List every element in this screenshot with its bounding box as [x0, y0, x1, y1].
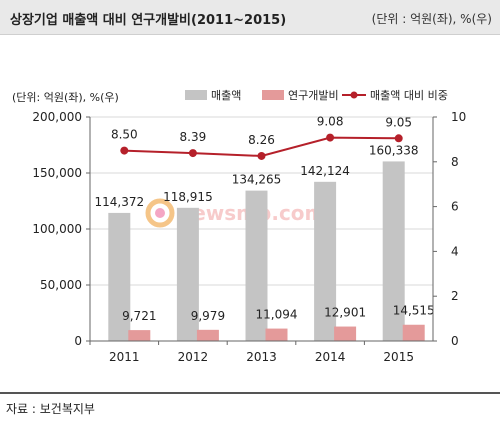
- rd-bar: [402, 324, 425, 341]
- ratio-point-label: 9.05: [385, 115, 412, 129]
- source-divider: [0, 392, 500, 394]
- y-right-tick-label: 8: [451, 155, 459, 169]
- sales-bar-label: 160,338: [369, 143, 419, 157]
- rd-bar-label: 9,721: [122, 309, 156, 323]
- legend-label-ratio: 매출액 대비 비중: [370, 89, 448, 102]
- watermark: newsmp.com: [145, 198, 325, 228]
- sales-bar-label: 134,265: [232, 173, 282, 187]
- ratio-point: [120, 146, 129, 155]
- x-tick-label: 2015: [383, 350, 414, 364]
- ratio-point: [326, 133, 335, 142]
- axes: 0 50,000 100,000 150,000 200,000 0 2 4 6 8 10 2011 2…: [32, 110, 466, 364]
- y-right-tick-label: 6: [451, 200, 459, 214]
- x-tick-label: 2014: [315, 350, 346, 364]
- sales-bar: [176, 207, 199, 341]
- chart-area: (단위: 억원(좌), %(우) newsmp.com 114,372 118,9…: [12, 89, 466, 364]
- source-note: 자료 : 보건복지부: [6, 402, 95, 416]
- sales-bar: [382, 161, 405, 341]
- y-right-tick-label: 4: [451, 244, 459, 258]
- sales-bar-label: 142,124: [300, 164, 350, 178]
- y-right-tick-label: 10: [451, 110, 466, 124]
- ratio-point-label: 8.39: [180, 130, 207, 144]
- bars: [108, 161, 425, 341]
- axis-unit-label: (단위: 억원(좌), %(우): [12, 91, 119, 104]
- y-left-tick-label: 100,000: [32, 222, 82, 236]
- sales-bar: [245, 190, 268, 341]
- x-tick-label: 2013: [246, 350, 277, 364]
- y-right-tick-label: 2: [451, 289, 459, 303]
- legend-label-sales: 매출액: [211, 89, 241, 102]
- y-left-tick-label: 200,000: [32, 110, 82, 124]
- y-left-tick-label: 150,000: [32, 166, 82, 180]
- chart-unit-note: (단위 : 억원(좌), %(우): [371, 12, 492, 26]
- rd-bar: [334, 326, 357, 341]
- bar-labels: 114,372 118,915 134,265 142,124 160,338 9,721…: [94, 143, 434, 323]
- legend-marker-ratio: [350, 91, 358, 99]
- rd-bar: [265, 328, 288, 341]
- x-tick-label: 2012: [178, 350, 209, 364]
- sales-bar-label: 114,372: [94, 195, 144, 209]
- legend: 매출액 연구개발비 매출액 대비 비중: [185, 89, 448, 102]
- y-right-tick-label: 0: [451, 334, 459, 348]
- ratio-point-label: 8.26: [248, 133, 275, 147]
- rd-bar: [196, 329, 219, 341]
- ratio-point-label: 9.08: [317, 115, 344, 129]
- rd-bar-label: 14,515: [393, 304, 435, 318]
- sales-bar: [108, 212, 131, 341]
- rd-bar: [128, 330, 151, 341]
- legend-swatch-rd: [262, 90, 284, 100]
- chart-title: 상장기업 매출액 대비 연구개발비(2011~2015): [10, 13, 287, 28]
- x-tick-label: 2011: [109, 350, 140, 364]
- legend-swatch-sales: [185, 90, 207, 100]
- title-bar: 상장기업 매출액 대비 연구개발비(2011~2015) (단위 : 억원(좌)…: [0, 0, 500, 35]
- ratio-point: [188, 149, 197, 158]
- ratio-point: [394, 134, 403, 143]
- ratio-line-series: 8.50 8.39 8.26 9.08 9.05: [111, 115, 412, 160]
- rd-bar-label: 9,979: [191, 309, 225, 323]
- ratio-point: [257, 151, 266, 160]
- sales-bar: [314, 181, 337, 341]
- legend-label-rd: 연구개발비: [288, 89, 339, 102]
- ratio-point-label: 8.50: [111, 128, 138, 142]
- y-left-tick-label: 50,000: [40, 278, 82, 292]
- rd-bar-label: 12,901: [324, 306, 366, 320]
- rd-bar-label: 11,094: [256, 308, 298, 322]
- y-left-tick-label: 0: [74, 334, 82, 348]
- sales-bar-label: 118,915: [163, 190, 213, 204]
